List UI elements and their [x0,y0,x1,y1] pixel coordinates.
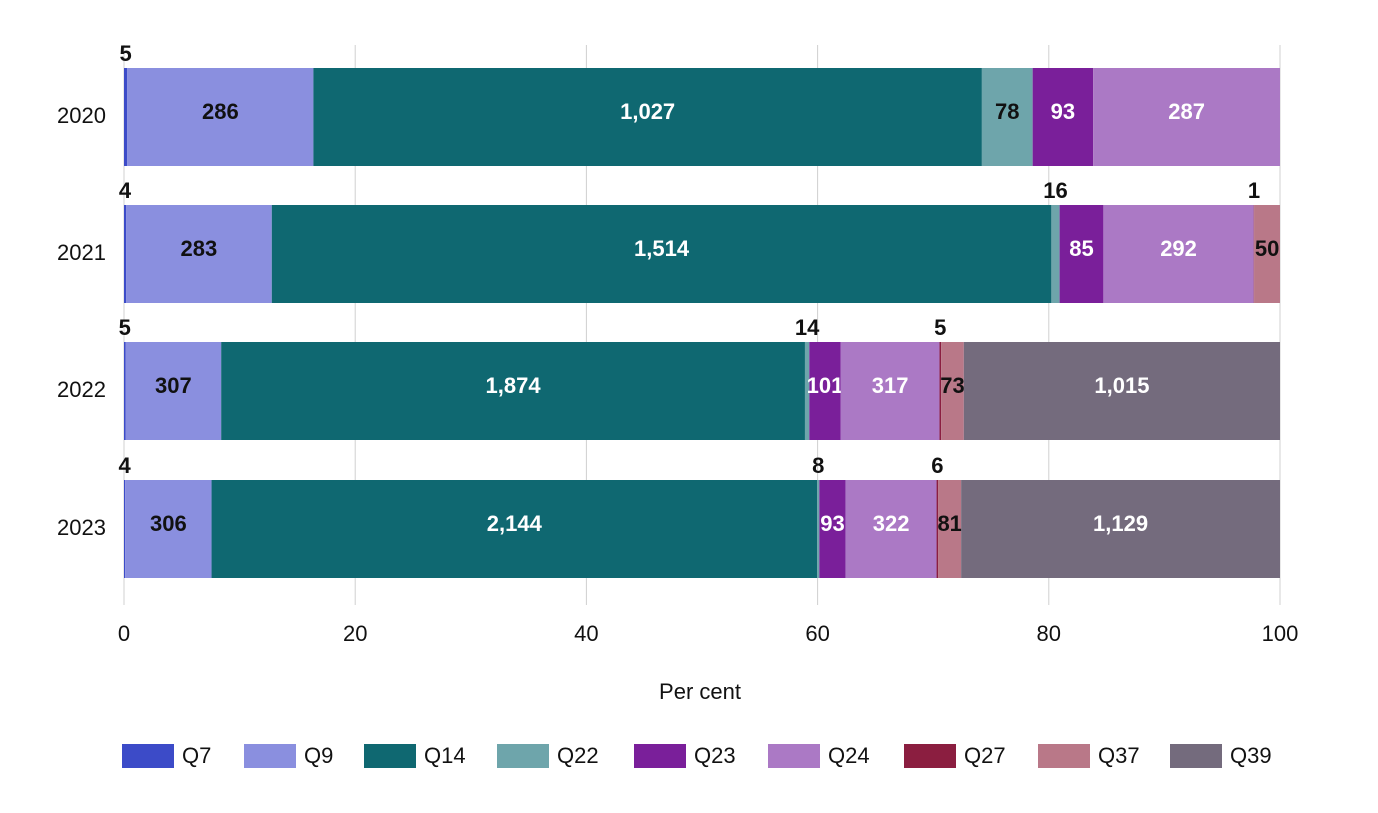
legend-swatch [1038,744,1090,768]
data-label: 1,874 [486,373,542,398]
bar-segment [271,205,1052,303]
legend-label: Q22 [557,743,599,768]
data-label: 322 [873,511,910,536]
bar-segment [1103,205,1254,303]
data-label: 1,015 [1094,373,1149,398]
bar-segment [1253,205,1255,303]
data-label: 306 [150,511,187,536]
data-label: 287 [1168,99,1205,124]
data-label: 286 [202,99,239,124]
x-tick-label: 100 [1262,621,1299,646]
data-label: 6 [931,453,943,478]
data-label: 93 [1051,99,1075,124]
bar-segment [211,480,818,578]
y-tick-label: 2022 [57,377,106,402]
x-tick-label: 40 [574,621,598,646]
bar-segment [221,342,805,440]
data-label: 283 [181,236,218,261]
bar-segment [124,68,128,166]
y-tick-label: 2020 [57,103,106,128]
bar-segment [313,68,982,166]
legend-swatch [1170,744,1222,768]
legend-label: Q37 [1098,743,1140,768]
x-tick-label: 60 [805,621,829,646]
data-label: 14 [795,315,820,340]
data-label: 50 [1255,236,1279,261]
data-label: 1,514 [634,236,690,261]
data-label: 4 [118,453,131,478]
data-label: 292 [1160,236,1197,261]
data-label: 1 [1248,178,1260,203]
data-label: 16 [1043,178,1067,203]
legend-swatch [244,744,296,768]
y-tick-label: 2023 [57,515,106,540]
data-label: 5 [119,315,131,340]
bar-segment [981,68,1033,166]
data-label: 317 [872,373,909,398]
bar-segment [124,480,126,578]
legend-label: Q7 [182,743,211,768]
legend-label: Q24 [828,743,870,768]
bar-segment [1051,205,1060,303]
bar-segment [845,480,937,578]
bar-segment [1032,68,1094,166]
bar-segment [938,480,962,578]
bar-segment [1059,205,1104,303]
data-label: 81 [937,511,961,536]
legend-swatch [904,744,956,768]
bar-segment [963,342,1280,440]
data-label: 73 [940,373,964,398]
data-label: 2,144 [487,511,543,536]
bar-segment [125,342,222,440]
data-label: 8 [812,453,824,478]
legend-swatch [497,744,549,768]
bar-segment [1254,205,1280,303]
bar-segment [125,480,212,578]
bar-segment [840,342,940,440]
data-label: 78 [995,99,1019,124]
legend-label: Q23 [694,743,736,768]
bar-segment [1093,68,1280,166]
bar-segment [939,342,942,440]
data-label: 1,027 [620,99,675,124]
bar-segment [127,68,314,166]
bar-segment [804,342,810,440]
bar-segment [126,205,272,303]
bar-segment [124,205,127,303]
legend-label: Q9 [304,743,333,768]
data-label: 5 [120,41,132,66]
legend-swatch [122,744,174,768]
data-label: 1,129 [1093,511,1148,536]
legend-label: Q39 [1230,743,1272,768]
bar-segment [819,480,846,578]
bar-segment [124,342,126,440]
x-tick-label: 0 [118,621,130,646]
legend-label: Q27 [964,743,1006,768]
y-tick-label: 2021 [57,240,106,265]
legend-swatch [768,744,820,768]
data-label: 307 [155,373,192,398]
x-tick-label: 20 [343,621,367,646]
legend-swatch [634,744,686,768]
x-tick-label: 80 [1037,621,1061,646]
data-label: 101 [807,373,844,398]
bar-segment [936,480,939,578]
data-label: 85 [1069,236,1093,261]
x-axis-title: Per cent [659,679,741,704]
data-label: 5 [934,315,946,340]
bar-segment [961,480,1280,578]
legend-swatch [364,744,416,768]
bar-segment [941,342,964,440]
bar-segment [817,480,820,578]
bar-segment [809,342,841,440]
legend-label: Q14 [424,743,466,768]
data-label: 93 [820,511,844,536]
data-label: 4 [119,178,132,203]
